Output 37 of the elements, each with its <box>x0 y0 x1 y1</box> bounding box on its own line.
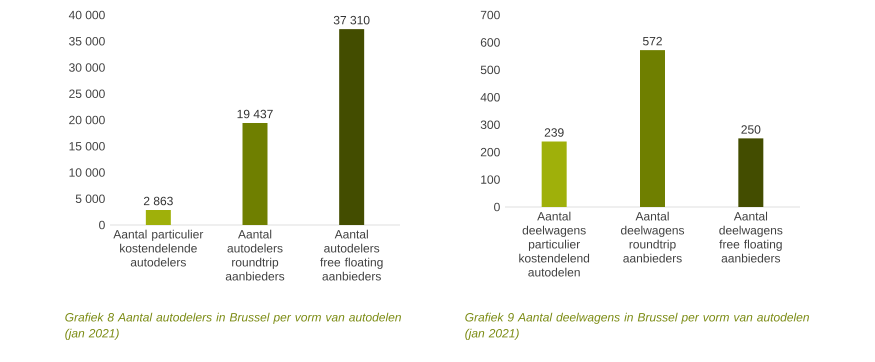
bar <box>339 29 364 225</box>
bar <box>146 210 171 225</box>
y-tick-label: 20 000 <box>69 116 105 124</box>
y-tick-label: 0 <box>99 220 105 230</box>
bar <box>242 122 268 225</box>
y-tick-label: 5 000 <box>76 194 105 204</box>
bar <box>640 50 665 208</box>
y-tick-label: 400 <box>480 93 500 102</box>
x-tick-label: Aantal deelwagens roundtrip aanbieders <box>620 212 684 263</box>
x-tick-label: Aantal autodelers roundtrip aanbieders <box>226 230 284 281</box>
y-tick-label: 200 <box>480 148 500 156</box>
data-label: 37 310 <box>334 16 370 24</box>
data-label: 239 <box>544 128 564 137</box>
x-tick-label: Aantal deelwagens free floating aanbieders <box>719 212 782 263</box>
y-tick-label: 600 <box>480 38 500 47</box>
x-tick-label: Aantal particulier kostendelende autodelers <box>113 230 204 267</box>
data-label: 572 <box>642 36 662 46</box>
y-tick-label: 500 <box>480 66 500 74</box>
y-tick-label: 35 000 <box>69 37 105 46</box>
y-tick-label: 0 <box>494 202 500 212</box>
y-tick-label: 40 000 <box>68 10 105 20</box>
bar <box>738 138 764 208</box>
bar <box>542 141 567 208</box>
data-label: 250 <box>741 125 760 134</box>
y-tick-label: 100 <box>481 175 500 184</box>
x-tick-label: Aantal autodelers free floating aanbieders <box>320 230 383 281</box>
data-label: 2 863 <box>144 196 173 206</box>
x-tick-label: Aantal deelwagens particulier kostendelend autodelen <box>519 212 590 277</box>
y-tick-label: 15 000 <box>70 142 105 151</box>
y-tick-label: 300 <box>480 120 500 129</box>
text: Grafiek 8 Aantal autodelers in Brussel per vorm van autodelen (jan 2021) <box>65 312 401 340</box>
y-tick-label: 10 000 <box>70 168 105 177</box>
y-tick-label: 30 000 <box>69 63 105 72</box>
y-tick-label: 25 000 <box>69 90 105 98</box>
text: Grafiek 9 Aantal deelwagens in Brussel per vorm van autodelen (jan 2021) <box>465 312 809 340</box>
data-label: 19 437 <box>238 110 273 118</box>
y-tick-label: 700 <box>480 10 500 20</box>
